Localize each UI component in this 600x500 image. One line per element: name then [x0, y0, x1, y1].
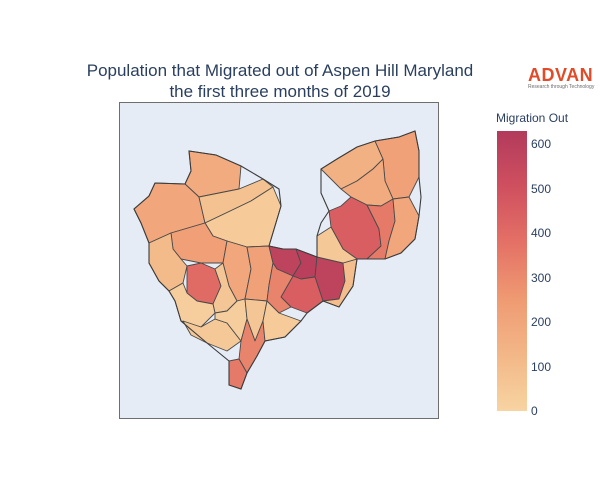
colorbar-gradient: [497, 131, 527, 411]
colorbar-tick-label: 100: [531, 359, 552, 374]
map-frame[interactable]: [119, 102, 439, 419]
chart-title: Population that Migrated out of Aspen Hi…: [30, 60, 530, 102]
colorbar-tick-label: 400: [531, 226, 552, 241]
logo-tagline: Research through Technology: [528, 84, 595, 90]
logo-wordmark: ADVAN: [528, 65, 594, 85]
region-c-south[interactable]: [266, 262, 294, 314]
colorbar-tick-label: 500: [531, 181, 552, 196]
advan-logo: ADVAN Research through Technology: [528, 66, 594, 91]
colorbar-title: Migration Out: [496, 111, 569, 125]
chart-title-line2: the first three months of 2019: [169, 82, 391, 101]
colorbar-tick-label: 600: [531, 137, 552, 152]
map-outline: [133, 130, 422, 390]
colorbar-tick-label: 300: [531, 270, 552, 285]
colorbar-tick-label: 0: [531, 404, 538, 418]
colorbar-tick-label: 200: [531, 315, 552, 330]
choropleth-map[interactable]: [120, 103, 438, 418]
chart-title-line1: Population that Migrated out of Aspen Hi…: [86, 61, 474, 80]
